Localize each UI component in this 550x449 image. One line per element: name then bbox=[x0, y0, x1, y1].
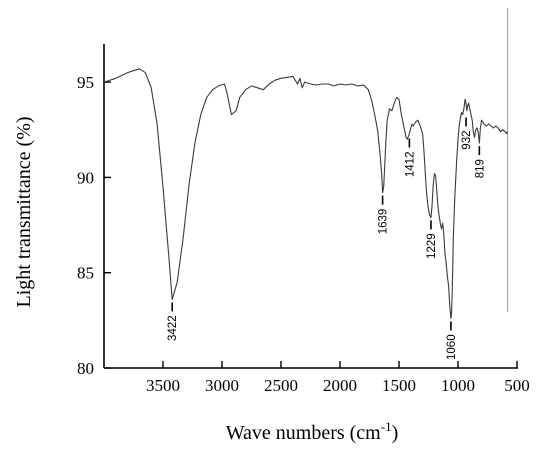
peak-label-819: 819 bbox=[474, 159, 486, 178]
y-tick-label-3: 95 bbox=[77, 73, 94, 92]
peak-label-1412: 1412 bbox=[404, 152, 416, 178]
x-tick-label-5: 1000 bbox=[441, 376, 475, 395]
y-axis-title: Light transmittance (%) bbox=[13, 116, 35, 307]
peak-label-932: 932 bbox=[461, 131, 473, 150]
x-tick-label-3: 2000 bbox=[323, 376, 357, 395]
peak-label-1229: 1229 bbox=[426, 233, 438, 259]
plot-area: 80 85 90 95 3500 3000 2500 2000 1500 1000 500 3422 1… bbox=[77, 8, 530, 395]
x-tick-label-4: 1500 bbox=[382, 376, 416, 395]
x-axis-title: Wave numbers (cm-1) bbox=[226, 419, 399, 444]
peak-label-3422: 3422 bbox=[167, 315, 179, 341]
y-tick-label-0: 80 bbox=[77, 359, 94, 378]
spectrum-line bbox=[103, 68, 509, 319]
x-tick-label-6: 500 bbox=[504, 376, 530, 395]
x-tick-label-0: 3500 bbox=[146, 376, 180, 395]
peak-label-1639: 1639 bbox=[378, 209, 390, 235]
peak-label-1060: 1060 bbox=[446, 334, 458, 360]
y-tick-label-1: 85 bbox=[77, 264, 94, 283]
x-tick-label-1: 3000 bbox=[205, 376, 239, 395]
x-tick-label-2: 2500 bbox=[264, 376, 298, 395]
y-tick-label-2: 90 bbox=[77, 168, 94, 187]
